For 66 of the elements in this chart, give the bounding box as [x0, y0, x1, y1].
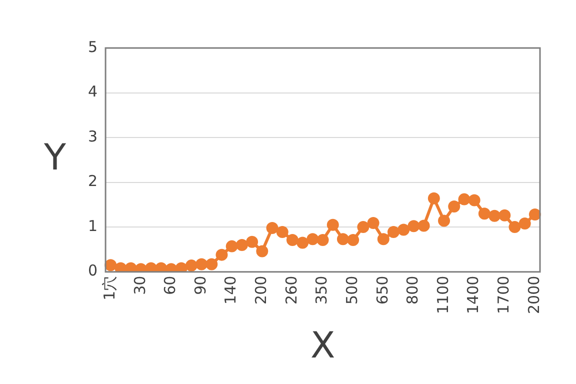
x-tick-label: 1400 [464, 276, 482, 314]
x-tick-label: 60 [161, 276, 180, 295]
x-tick-label: 90 [191, 276, 210, 295]
point [488, 210, 501, 222]
point [246, 236, 258, 248]
point [528, 208, 541, 221]
x-tick-label: 260 [282, 276, 300, 304]
y-tick-label: 0 [88, 262, 98, 280]
point [418, 220, 430, 232]
x-tick-label: 650 [373, 276, 392, 304]
point [266, 222, 278, 234]
point [175, 262, 188, 272]
point [276, 226, 288, 238]
y-tick-label: 3 [88, 127, 98, 146]
x-tick-label: 350 [312, 276, 331, 304]
point [114, 262, 127, 272]
point [508, 221, 521, 234]
point [155, 262, 168, 272]
point [518, 217, 531, 230]
point [185, 260, 198, 272]
x-tick-label: 1穴 [100, 276, 118, 300]
point [377, 233, 390, 246]
x-tick-label: 2000 [524, 276, 543, 314]
point [478, 208, 490, 220]
point [336, 233, 349, 246]
point [316, 234, 329, 246]
point [286, 234, 298, 246]
x-tick-label: 200 [252, 276, 270, 304]
point [347, 234, 360, 246]
point [387, 226, 400, 238]
point [216, 248, 228, 261]
x-tick-label: 140 [222, 276, 240, 304]
y-tick-label: 4 [88, 82, 98, 101]
point [468, 194, 480, 206]
point [428, 192, 440, 204]
point [357, 221, 370, 234]
point [165, 263, 178, 272]
y-tick-label: 1 [88, 216, 98, 235]
point [398, 224, 410, 236]
y-tick-label: 2 [88, 172, 98, 190]
point [326, 218, 339, 231]
x-tick-label: 30 [130, 276, 149, 295]
point [296, 236, 309, 249]
point [367, 217, 380, 230]
x-tick-label: 800 [404, 276, 422, 304]
point [236, 238, 248, 251]
point [196, 258, 208, 270]
point [458, 193, 470, 206]
point [306, 233, 319, 246]
point [124, 262, 137, 272]
point [256, 245, 268, 258]
point [226, 240, 238, 252]
point [408, 220, 420, 232]
point [498, 209, 511, 222]
point [145, 262, 158, 272]
y-axis-title: Y [43, 137, 67, 178]
point [438, 214, 450, 227]
x-tick-label: 500 [342, 276, 361, 304]
point [104, 259, 117, 272]
x-tick-label: 1100 [434, 276, 452, 314]
x-axis-title: X [310, 325, 336, 366]
y-tick-label: 5 [88, 38, 98, 56]
point [448, 200, 460, 212]
x-tick-label: 1700 [494, 276, 513, 314]
point [206, 258, 218, 270]
point [134, 263, 147, 272]
